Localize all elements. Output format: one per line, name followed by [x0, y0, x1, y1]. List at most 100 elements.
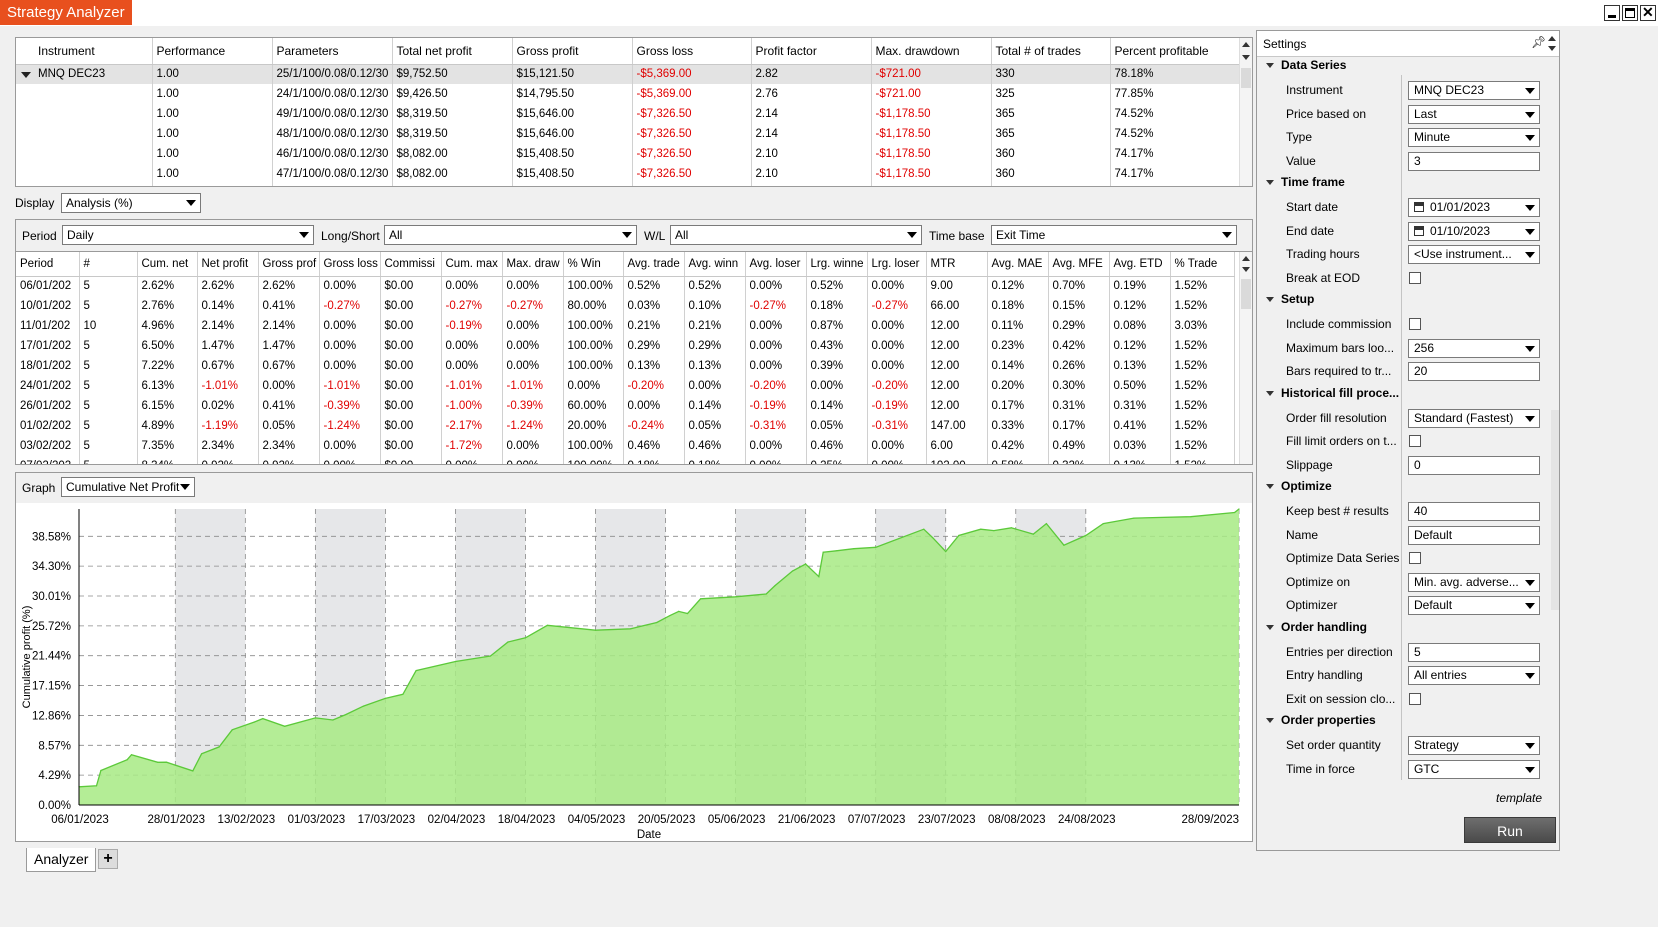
- collapse-icon[interactable]: [1266, 624, 1274, 630]
- results-column-header[interactable]: Performance: [152, 38, 273, 65]
- results-column-header[interactable]: Total net profit: [392, 38, 513, 65]
- analysis-column-header[interactable]: Gross prof: [258, 252, 320, 277]
- setting-checkbox[interactable]: [1409, 271, 1421, 284]
- analysis-column-header[interactable]: Gross loss: [319, 252, 381, 277]
- analysis-column-header[interactable]: Cum. max: [441, 252, 503, 277]
- analysis-row[interactable]: 07/02/20258.34%0.92%0.92%0.00%$0.000.00%…: [16, 456, 1235, 464]
- analysis-column-header[interactable]: Lrg. loser: [867, 252, 927, 277]
- results-column-header[interactable]: Instrument: [16, 38, 153, 65]
- settings-category[interactable]: Order handling: [1266, 620, 1367, 634]
- add-tab-button[interactable]: +: [98, 849, 118, 869]
- results-column-header[interactable]: Profit factor: [751, 38, 872, 65]
- setting-select[interactable]: GTC: [1408, 759, 1540, 779]
- run-button[interactable]: Run: [1464, 817, 1556, 843]
- settings-category[interactable]: Time frame: [1266, 175, 1345, 189]
- setting-select[interactable]: All entries: [1408, 666, 1540, 685]
- results-column-header[interactable]: Parameters: [272, 38, 393, 65]
- scroll-thumb[interactable]: [1241, 279, 1251, 309]
- tab-analyzer[interactable]: Analyzer: [26, 848, 96, 872]
- analysis-row[interactable]: 10/01/202 5 2.76% 0.14% 0.41% -0.27% $0.00 -0.2…: [16, 296, 1235, 316]
- setting-select[interactable]: Default: [1408, 596, 1540, 615]
- analysis-column-header[interactable]: #: [79, 252, 138, 277]
- setting-checkbox[interactable]: [1409, 692, 1421, 705]
- period-select[interactable]: Daily: [62, 225, 314, 245]
- analysis-row[interactable]: 17/01/202 5 6.50% 1.47% 1.47% 0.00% $0.00 0.00%…: [16, 336, 1235, 356]
- analysis-column-header[interactable]: Avg. trade: [623, 252, 685, 277]
- setting-select[interactable]: Last: [1408, 104, 1540, 124]
- collapse-icon[interactable]: [1266, 484, 1274, 489]
- analysis-column-header[interactable]: Commissi: [380, 252, 442, 277]
- results-column-header[interactable]: Gross loss: [632, 38, 752, 65]
- collapse-icon[interactable]: [1266, 390, 1274, 396]
- results-scrollbar[interactable]: [1239, 38, 1252, 186]
- setting-select[interactable]: MNQ DEC23: [1408, 81, 1540, 100]
- setting-select[interactable]: Standard (Fastest): [1408, 408, 1540, 428]
- results-row[interactable]: 1.0045/1/100/0.08/0.12/30$8,082.00$15,40…: [16, 184, 1241, 186]
- setting-input[interactable]: 40: [1408, 502, 1540, 521]
- maximize-button[interactable]: [1622, 5, 1638, 21]
- scroll-down-icon[interactable]: [1242, 267, 1250, 272]
- setting-date-picker[interactable]: 01/10/2023: [1408, 221, 1540, 241]
- minimize-button[interactable]: [1604, 5, 1620, 21]
- template-link[interactable]: template: [1496, 791, 1543, 805]
- collapse-icon[interactable]: [1266, 180, 1274, 185]
- results-column-header[interactable]: Max. drawdown: [871, 38, 992, 65]
- scroll-up-icon[interactable]: [1242, 42, 1250, 47]
- analysis-row[interactable]: 01/02/202 5 4.89% -1.19% 0.05% -1.24% $0.00 -2.…: [16, 416, 1235, 436]
- analysis-column-header[interactable]: % Trade: [1170, 252, 1235, 277]
- analysis-column-header[interactable]: % Win: [563, 252, 624, 277]
- collapse-icon[interactable]: [1266, 63, 1274, 68]
- settings-category[interactable]: Optimize: [1266, 479, 1332, 493]
- results-row[interactable]: 1.00 46/1/100/0.08/0.12/30 $8,082.00 $15,40…: [16, 144, 1241, 164]
- analysis-column-header[interactable]: Avg. MFE: [1048, 252, 1110, 277]
- analysis-column-header[interactable]: Avg. winn: [684, 252, 746, 277]
- setting-select[interactable]: Minute: [1408, 128, 1540, 147]
- analysis-row[interactable]: 03/02/202 5 7.35% 2.34% 2.34% 0.00% $0.00 -1.72…: [16, 436, 1235, 456]
- setting-select[interactable]: Min. avg. adverse...: [1408, 572, 1540, 592]
- analysis-column-header[interactable]: Avg. loser: [745, 252, 807, 277]
- settings-category[interactable]: Order properties: [1266, 713, 1376, 727]
- analysis-row[interactable]: 18/01/202 5 7.22% 0.67% 0.67% 0.00% $0.00 0.00%…: [16, 356, 1235, 376]
- analysis-row[interactable]: 06/01/202 5 2.62% 2.62% 2.62% 0.00% $0.00 0.00%…: [16, 276, 1235, 296]
- setting-input[interactable]: 5: [1408, 642, 1540, 662]
- longshort-select[interactable]: All: [384, 225, 637, 245]
- scroll-up-icon[interactable]: [1242, 256, 1250, 261]
- graph-select[interactable]: Cumulative Net Profit: [61, 477, 195, 497]
- setting-select[interactable]: 256: [1408, 338, 1540, 358]
- settings-scroll-down-icon[interactable]: [1548, 46, 1556, 51]
- setting-date-picker[interactable]: 01/01/2023: [1408, 198, 1540, 217]
- settings-category[interactable]: Historical fill proce...: [1266, 386, 1399, 400]
- analysis-column-header[interactable]: Avg. ETD: [1109, 252, 1171, 277]
- analysis-column-header[interactable]: MTR: [926, 252, 988, 277]
- setting-input[interactable]: 0: [1408, 455, 1540, 475]
- settings-category[interactable]: Data Series: [1266, 58, 1346, 72]
- setting-input[interactable]: 3: [1408, 151, 1540, 171]
- results-row[interactable]: 1.00 47/1/100/0.08/0.12/30 $8,082.00 $15,40…: [16, 164, 1241, 184]
- results-column-header[interactable]: Total # of trades: [991, 38, 1111, 65]
- results-row[interactable]: 1.00 48/1/100/0.08/0.12/30 $8,319.50 $15,64…: [16, 124, 1241, 144]
- settings-scroll-thumb[interactable]: [1551, 410, 1559, 610]
- results-row[interactable]: MNQ DEC23 1.00 25/1/100/0.08/0.12/30 $9,752…: [16, 64, 1241, 84]
- pin-icon[interactable]: 📌︎: [1531, 35, 1547, 49]
- setting-select[interactable]: <Use instrument...: [1408, 245, 1540, 264]
- expand-collapse-icon[interactable]: [21, 71, 31, 78]
- scroll-thumb[interactable]: [1241, 68, 1251, 88]
- results-column-header[interactable]: Percent profitable: [1110, 38, 1241, 65]
- setting-checkbox[interactable]: [1409, 318, 1421, 330]
- analysis-row[interactable]: 26/01/202 5 6.15% 0.02% 0.41% -0.39% $0.00 -1.0…: [16, 396, 1235, 416]
- settings-category[interactable]: Setup: [1266, 292, 1314, 306]
- setting-input[interactable]: 20: [1408, 362, 1540, 381]
- setting-checkbox[interactable]: [1409, 552, 1421, 564]
- results-column-header[interactable]: Gross profit: [512, 38, 633, 65]
- display-select[interactable]: Analysis (%): [61, 193, 201, 213]
- close-button[interactable]: ✕: [1640, 4, 1656, 21]
- results-row[interactable]: 1.00 49/1/100/0.08/0.12/30 $8,319.50 $15,64…: [16, 104, 1241, 124]
- analysis-row[interactable]: 24/01/202 5 6.13% -1.01% 0.00% -1.01% $0.00 -1.…: [16, 376, 1235, 396]
- setting-input[interactable]: Default: [1408, 525, 1540, 545]
- analysis-column-header[interactable]: Net profit: [197, 252, 259, 277]
- setting-checkbox[interactable]: [1409, 435, 1421, 447]
- scroll-down-icon[interactable]: [1242, 55, 1250, 60]
- results-row[interactable]: 1.00 24/1/100/0.08/0.12/30 $9,426.50 $14,79…: [16, 84, 1241, 104]
- analysis-row[interactable]: 11/01/202 10 4.96% 2.14% 2.14% 0.00% $0.00 -0.1…: [16, 316, 1235, 336]
- collapse-icon[interactable]: [1266, 297, 1274, 302]
